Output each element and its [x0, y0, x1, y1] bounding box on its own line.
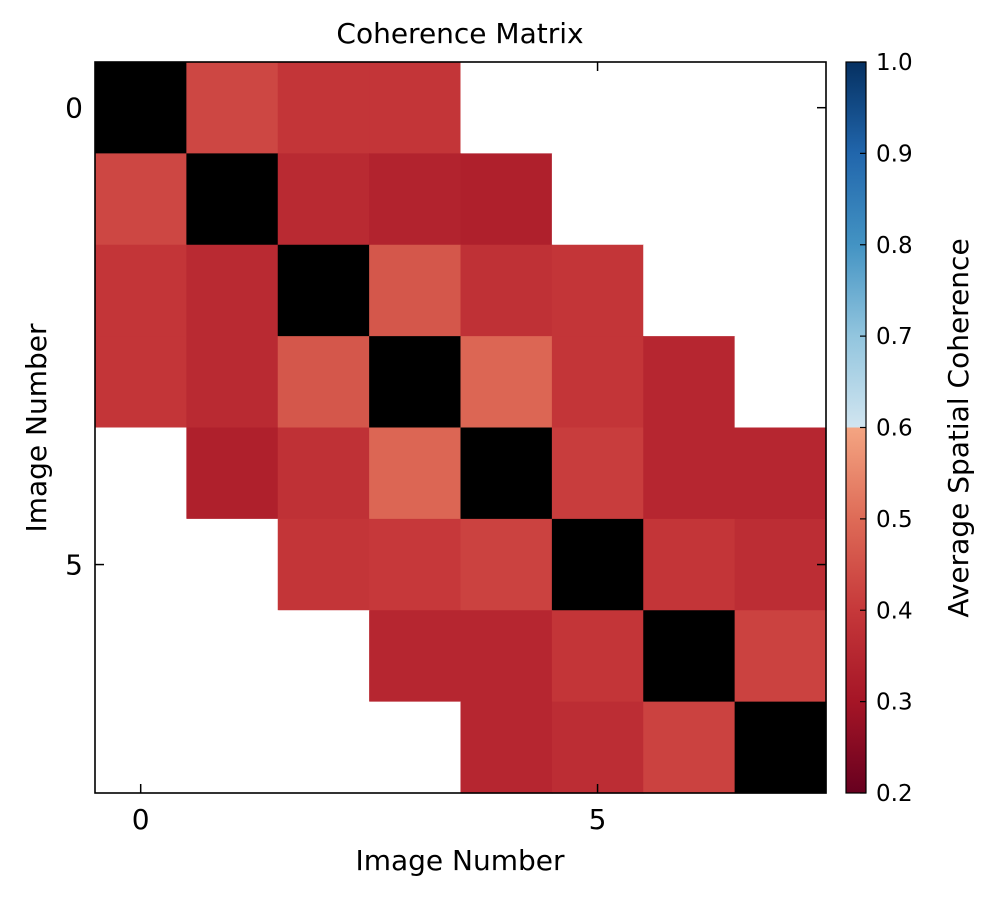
- heatmap-cell: [95, 244, 187, 337]
- heatmap-cell: [95, 701, 187, 794]
- heatmap-cell: [551, 701, 644, 794]
- heatmap-cell: [460, 427, 553, 520]
- x-axis-label: Image Number: [355, 844, 565, 877]
- heatmap-cell: [460, 610, 553, 703]
- heatmap-cell: [734, 62, 827, 154]
- y-axis-label: Image Number: [20, 323, 53, 533]
- heatmap-cell: [551, 427, 644, 520]
- heatmap-cell: [643, 610, 736, 703]
- heatmap-cell: [95, 153, 187, 246]
- plot-frame: [94, 61, 827, 794]
- heatmap-cell: [734, 244, 827, 337]
- heatmap-cell: [734, 153, 827, 246]
- heatmap-cell: [551, 610, 644, 703]
- heatmap-cell: [551, 62, 644, 154]
- heatmap-cell: [186, 610, 279, 703]
- heatmap-cell: [277, 153, 370, 246]
- heatmap-cell: [369, 701, 462, 794]
- heatmap-cell: [369, 153, 462, 246]
- colorbar-ticks: 0.2 0.3 0.4 0.5 0.6 0.7 0.8 0.9 1.0: [860, 50, 913, 807]
- heatmap-cell: [551, 336, 644, 429]
- heatmap-cell: [369, 244, 462, 337]
- colorbar-tick-label: 0.5: [876, 507, 913, 533]
- heatmap-cell: [734, 701, 827, 794]
- x-tick-label: 5: [589, 803, 607, 836]
- colorbar-tick-label: 0.9: [876, 141, 913, 167]
- heatmap-cell: [643, 427, 736, 520]
- heatmap-cell: [460, 701, 553, 794]
- heatmap-cell: [734, 518, 827, 611]
- x-tick-label: 0: [132, 803, 150, 836]
- heatmap-cell: [643, 518, 736, 611]
- heatmap-cell: [277, 244, 370, 337]
- heatmap-cell: [186, 62, 279, 154]
- heatmap-cell: [460, 518, 553, 611]
- heatmap-cell: [460, 62, 553, 154]
- heatmap-cell: [460, 153, 553, 246]
- heatmap-cell: [95, 62, 187, 154]
- heatmap-cell: [186, 518, 279, 611]
- heatmap-cell: [643, 701, 736, 794]
- chart-title: Coherence Matrix: [336, 17, 583, 50]
- colorbar-tick-label: 0.8: [876, 233, 913, 259]
- heatmap-cell: [277, 610, 370, 703]
- heatmap-cell: [186, 153, 279, 246]
- heatmap-cell: [734, 427, 827, 520]
- heatmap-cell: [277, 427, 370, 520]
- heatmap-cell: [460, 336, 553, 429]
- heatmap-cell: [186, 244, 279, 337]
- heatmap-cell: [277, 701, 370, 794]
- colorbar-tick-label: 0.6: [876, 416, 913, 442]
- heatmap-cell: [734, 336, 827, 429]
- heatmap-cell: [460, 244, 553, 337]
- colorbar-tick-label: 0.4: [876, 598, 913, 624]
- colorbar-tick-label: 0.7: [876, 324, 913, 350]
- y-axis-ticks: 05: [65, 92, 826, 582]
- heatmap-cell: [277, 336, 370, 429]
- colorbar-tick-label: 0.2: [876, 781, 913, 807]
- heatmap-cell: [643, 62, 736, 154]
- heatmap-cell: [95, 427, 187, 520]
- heatmap-cell: [643, 244, 736, 337]
- heatmap-cell: [186, 336, 279, 429]
- heatmap-cell: [643, 336, 736, 429]
- heatmap-cell: [95, 336, 187, 429]
- heatmap-cell: [551, 518, 644, 611]
- heatmap-cell: [369, 62, 462, 154]
- y-tick-label: 5: [65, 549, 83, 582]
- heatmap-cell: [643, 153, 736, 246]
- heatmap-cell: [369, 336, 462, 429]
- heatmap-cell: [186, 427, 279, 520]
- colorbar-label: Average Spatial Coherence: [942, 238, 975, 617]
- heatmap-cell: [186, 701, 279, 794]
- heatmap-cell: [95, 610, 187, 703]
- heatmap-cell: [369, 518, 462, 611]
- colorbar-tick-label: 0.3: [876, 690, 913, 716]
- heatmap-cell: [277, 62, 370, 154]
- heatmap-cell: [95, 518, 187, 611]
- heatmap-cell: [551, 244, 644, 337]
- heatmap-cell: [734, 610, 827, 703]
- colorbar-tick-label: 1.0: [876, 50, 913, 76]
- heatmap-cell: [369, 427, 462, 520]
- heatmap-cells: [95, 62, 827, 794]
- heatmap-cell: [369, 610, 462, 703]
- heatmap-cell: [551, 153, 644, 246]
- heatmap-cell: [277, 518, 370, 611]
- y-tick-label: 0: [65, 92, 83, 125]
